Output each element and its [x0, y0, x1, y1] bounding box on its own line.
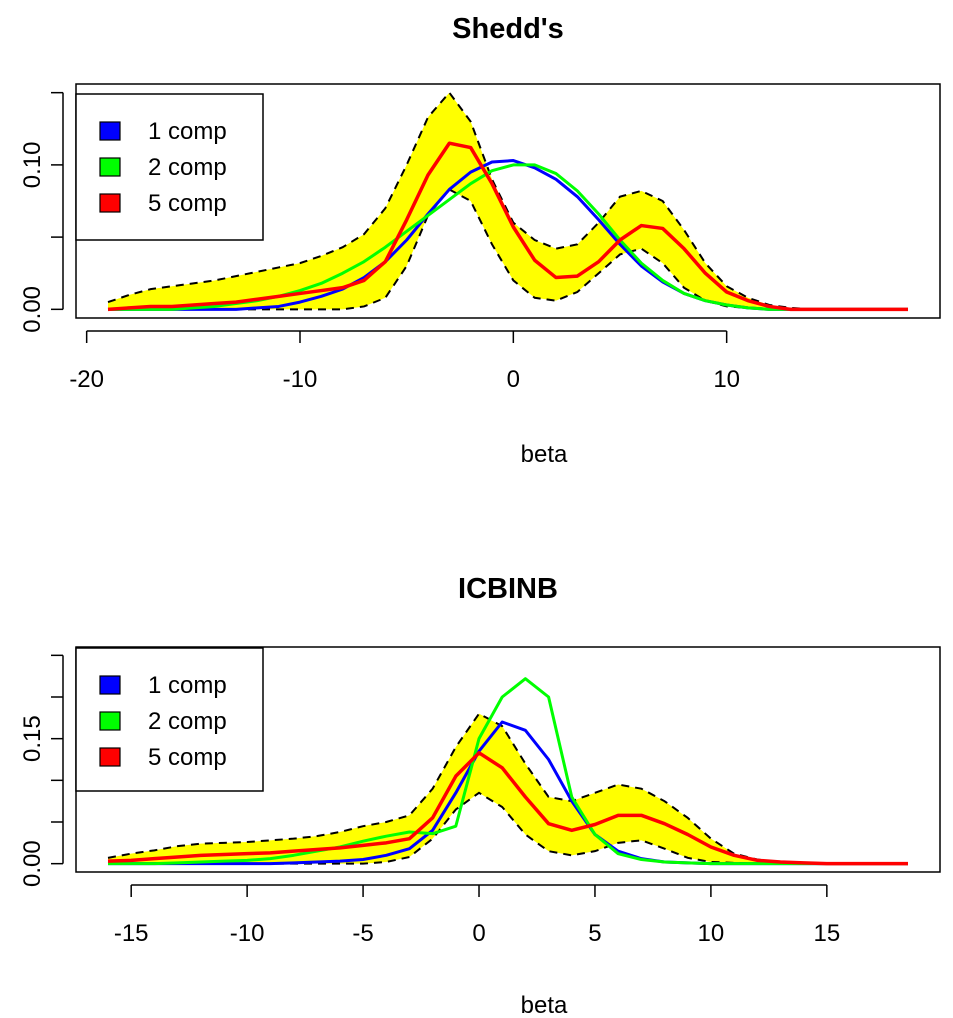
legend-swatch	[99, 747, 121, 767]
legend-swatch	[99, 193, 121, 213]
legend-label: 1 comp	[148, 672, 227, 699]
legend-swatch	[99, 711, 121, 731]
legend-swatch	[99, 121, 121, 141]
y-tick-label: 0.00	[19, 840, 46, 887]
confidence-band	[108, 713, 908, 864]
x-tick-label: 0	[507, 366, 520, 393]
chart-title: Shedd's	[452, 13, 564, 45]
series-line-5-comp	[107, 751, 908, 866]
series-line-2-comp	[108, 677, 908, 866]
band-upper-line	[107, 712, 908, 865]
x-tick-label: 15	[813, 920, 840, 947]
confidence-band	[108, 92, 908, 310]
series-line-5-comp	[107, 141, 908, 312]
chart-panel-1: Shedd's -20 -10 0 10 beta 0.00 0.10 1 comp 2 comp…	[19, 13, 941, 468]
legend-label: 1 comp	[148, 118, 227, 145]
chart-title: ICBINB	[458, 573, 558, 605]
legend-label: 5 comp	[148, 744, 227, 771]
x-tick-label: -10	[283, 366, 318, 393]
x-tick-label: 5	[588, 920, 601, 947]
plot-area	[107, 91, 908, 312]
x-tick-label: -5	[352, 920, 373, 947]
x-axis-label: beta	[521, 441, 568, 468]
x-tick-label: -15	[114, 920, 149, 947]
x-tick-label: -20	[69, 366, 104, 393]
legend-label: 2 comp	[148, 154, 227, 181]
legend-label: 2 comp	[148, 708, 227, 735]
x-tick-label: 10	[698, 920, 725, 947]
y-tick-label: 0.10	[19, 142, 46, 189]
x-tick-label: -10	[230, 920, 265, 947]
chart-panel-2: ICBINB -15 -10 -5 0 5 10 15 beta 0.00 0.15 1 comp 2 …	[19, 573, 941, 1018]
plot-area	[107, 677, 908, 866]
y-tick-label: 0.00	[19, 286, 46, 333]
legend-label: 5 comp	[148, 190, 227, 217]
x-tick-label: 10	[713, 366, 740, 393]
y-tick-label: 0.15	[19, 715, 46, 762]
legend-swatch	[99, 157, 121, 177]
x-axis-label: beta	[521, 992, 568, 1018]
legend: 1 comp 2 comp 5 comp	[75, 93, 264, 241]
legend: 1 comp 2 comp 5 comp	[75, 647, 264, 792]
x-tick-label: 0	[472, 920, 485, 947]
legend-swatch	[99, 675, 121, 695]
